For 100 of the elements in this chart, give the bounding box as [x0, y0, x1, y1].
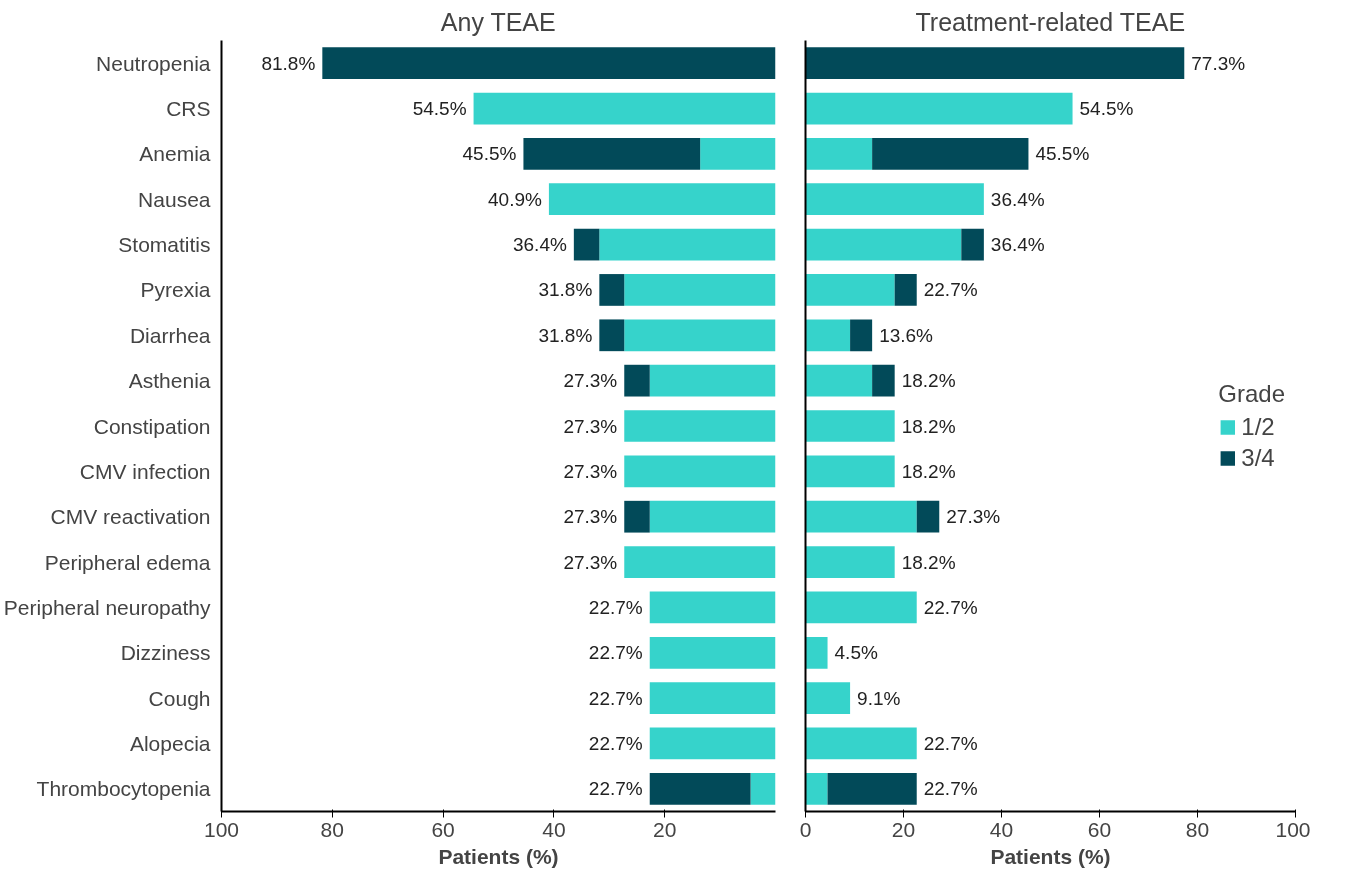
bar: [805, 364, 873, 397]
y-tick-label: Cough: [148, 686, 211, 710]
bar: [649, 591, 776, 624]
bar: [624, 319, 776, 352]
x-tick-label: 100: [1275, 817, 1311, 841]
bar: [473, 92, 776, 125]
bar: [805, 319, 851, 352]
bar: [872, 364, 895, 397]
x-tick-label: 40: [542, 817, 566, 841]
x-tick-label: 20: [891, 817, 916, 841]
y-tick-label: Alopecia: [129, 731, 211, 755]
bar: [548, 183, 776, 216]
total-label: 36.4%: [990, 234, 1045, 256]
bar: [649, 636, 776, 669]
total-label: 18.2%: [901, 551, 956, 573]
y-tick-label: Constipation: [93, 414, 211, 438]
total-label: 13.6%: [879, 324, 934, 346]
y-tick-label: Anemia: [139, 142, 211, 166]
total-label: 54.5%: [1079, 98, 1134, 120]
chart-title: Treatment-related TEAE: [915, 7, 1186, 36]
total-label: 22.7%: [588, 642, 643, 664]
total-label: 27.3%: [946, 506, 1001, 528]
bar: [805, 47, 1185, 80]
total-label: 40.9%: [488, 188, 543, 210]
x-tick-label: 80: [320, 817, 344, 841]
bar: [916, 500, 940, 533]
total-label: 18.2%: [901, 415, 956, 437]
total-label: 27.3%: [563, 551, 618, 573]
total-label: 31.8%: [538, 279, 593, 301]
legend-title: Grade: [1218, 379, 1285, 408]
bar: [599, 228, 776, 261]
x-tick-label: 20: [653, 817, 677, 841]
bar: [649, 364, 776, 397]
total-label: 22.7%: [923, 778, 978, 800]
y-tick-label: Asthenia: [128, 369, 211, 393]
total-label: 22.7%: [588, 596, 643, 618]
bar: [599, 319, 625, 352]
x-tick-label: 80: [1185, 817, 1210, 841]
legend-label: 3/4: [1241, 443, 1275, 472]
bar: [805, 727, 917, 760]
bar: [573, 228, 600, 261]
y-tick-label: Stomatitis: [118, 233, 211, 257]
bar: [599, 274, 625, 306]
bar: [872, 138, 1029, 170]
bar: [850, 319, 873, 352]
bar: [805, 274, 895, 306]
total-label: 31.8%: [538, 324, 593, 346]
y-tick-label: Nausea: [138, 187, 211, 211]
y-tick-label: Thrombocytopenia: [36, 777, 211, 801]
bar: [805, 682, 851, 714]
bar: [750, 772, 776, 805]
total-label: 22.7%: [923, 279, 978, 301]
bar: [805, 455, 895, 488]
bar: [805, 410, 895, 442]
y-tick-label: CMV infection: [79, 459, 211, 483]
total-label: 54.5%: [412, 98, 467, 120]
bar: [624, 364, 650, 397]
bar: [624, 500, 650, 533]
bar: [322, 47, 776, 80]
bar: [624, 410, 776, 442]
total-label: 22.7%: [588, 732, 643, 754]
bar: [805, 546, 895, 578]
y-tick-label: CRS: [166, 97, 211, 121]
x-tick-label: 60: [431, 817, 455, 841]
bar: [805, 92, 1073, 125]
total-label: 22.7%: [923, 596, 978, 618]
y-tick-label: Neutropenia: [96, 51, 211, 75]
total-label: 45.5%: [1035, 143, 1090, 165]
total-label: 4.5%: [834, 642, 878, 664]
total-label: 9.1%: [857, 687, 901, 709]
y-tick-label: Pyrexia: [140, 278, 211, 302]
y-tick-label: CMV reactivation: [50, 505, 211, 529]
bar: [700, 138, 776, 170]
bar: [805, 636, 828, 669]
total-label: 36.4%: [512, 234, 567, 256]
total-label: 18.2%: [901, 370, 956, 392]
bar: [649, 727, 776, 760]
total-label: 27.3%: [563, 370, 618, 392]
bar: [805, 772, 828, 805]
x-tick-label: 100: [203, 817, 240, 841]
bar: [649, 682, 776, 714]
total-label: 27.3%: [563, 460, 618, 482]
x-tick-label: 60: [1087, 817, 1112, 841]
y-tick-label: Peripheral neuropathy: [3, 595, 211, 619]
bar: [805, 500, 917, 533]
bar: [523, 138, 701, 170]
total-label: 22.7%: [588, 778, 643, 800]
bar: [827, 772, 917, 805]
bar: [961, 228, 984, 261]
total-label: 22.7%: [923, 732, 978, 754]
total-label: 27.3%: [563, 506, 618, 528]
total-label: 77.3%: [1191, 52, 1246, 74]
y-tick-label: Dizziness: [120, 641, 211, 665]
total-label: 81.8%: [261, 52, 316, 74]
chart-title: Any TEAE: [440, 7, 556, 36]
x-tick-label: 0: [799, 817, 812, 841]
total-label: 36.4%: [990, 188, 1045, 210]
y-tick-label: Diarrhea: [129, 323, 211, 347]
x-axis-title: Patients (%): [990, 844, 1111, 868]
total-label: 45.5%: [462, 143, 517, 165]
